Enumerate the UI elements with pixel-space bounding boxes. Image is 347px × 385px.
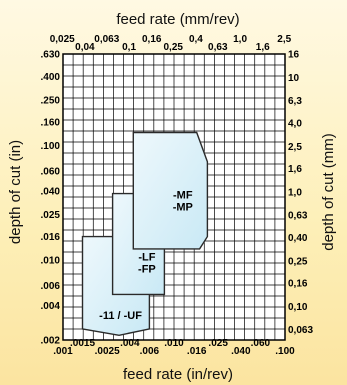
x-bottom-tick-label: .010 — [164, 338, 184, 349]
x-top-tick-label: 0,16 — [142, 34, 162, 45]
x-axis-bottom-title: feed rate (in/rev) — [123, 366, 233, 383]
y-right-tick-label: 1,0 — [288, 187, 302, 198]
x-bottom-tick-label: .060 — [251, 338, 271, 349]
x-bottom-tick-label: .040 — [231, 346, 251, 357]
y-right-tick-label: 2,5 — [288, 142, 302, 153]
y-left-tick-label: .060 — [41, 166, 61, 177]
region-label-1-1: -FP — [138, 264, 156, 276]
y-right-tick-label: 0,25 — [288, 256, 308, 267]
y-left-tick-label: .250 — [41, 95, 61, 106]
y-left-tick-label: .100 — [41, 141, 61, 152]
x-bottom-tick-label: .100 — [275, 346, 295, 357]
y-right-tick-label: 1,6 — [288, 164, 302, 175]
x-top-tick-label: 0,063 — [94, 34, 119, 45]
region-label-0-0: -11 / -UF — [99, 310, 142, 322]
y-left-tick-label: .400 — [41, 72, 61, 83]
y-left-tick-label: .040 — [41, 187, 61, 198]
x-top-tick-label: 2,5 — [277, 34, 291, 45]
y-left-tick-label: .010 — [41, 255, 61, 266]
y-axis-left-title: depth of cut (in) — [7, 140, 24, 244]
y-left-tick-label: .016 — [41, 232, 61, 243]
region-label-2-0: -MF — [173, 190, 193, 202]
region-polygon-2 — [132, 131, 209, 250]
y-right-tick-label: 6,3 — [288, 96, 302, 107]
y-right-tick-label: 0,40 — [288, 233, 308, 244]
y-left-tick-label: .006 — [41, 281, 61, 292]
tick-labels: .001.0015.0025.004.006.010.016.025.040.0… — [41, 34, 314, 357]
y-axis-right-title: depth of cut (mm) — [320, 133, 337, 251]
y-left-tick-label: .002 — [41, 336, 61, 347]
x-top-tick-label: 0,25 — [164, 42, 184, 53]
x-top-tick-label: 0,025 — [50, 34, 75, 45]
plot-frame — [62, 53, 286, 341]
y-left-tick-label: .004 — [41, 301, 61, 312]
x-top-tick-label: 0,63 — [208, 42, 228, 53]
x-top-tick-label: 0,04 — [75, 42, 95, 53]
x-bottom-tick-label: .016 — [187, 346, 207, 357]
x-top-tick-label: 0,1 — [122, 42, 136, 53]
x-bottom-tick-label: .025 — [208, 338, 228, 349]
y-right-tick-label: 0,063 — [288, 325, 313, 336]
x-bottom-tick-label: .006 — [140, 346, 160, 357]
y-right-tick-label: 0,63 — [288, 210, 308, 221]
x-bottom-tick-label: .001 — [53, 346, 73, 357]
x-bottom-tick-label: .0015 — [70, 338, 95, 349]
y-right-tick-label: 16 — [288, 50, 300, 61]
x-bottom-tick-label: .004 — [120, 338, 140, 349]
region-label-1-0: -LF — [138, 252, 155, 264]
y-right-tick-label: 0,10 — [288, 302, 308, 313]
tool-regions: -11 / -UF -LF-FP -MF-MP — [81, 131, 209, 337]
x-bottom-tick-label: .0025 — [95, 346, 120, 357]
x-top-tick-label: 1,6 — [256, 42, 270, 53]
y-left-tick-label: .160 — [41, 118, 61, 129]
y-left-tick-label: .025 — [41, 210, 61, 221]
y-right-tick-label: 0,16 — [288, 278, 308, 289]
y-left-tick-label: .630 — [41, 50, 61, 61]
y-right-tick-label: 10 — [288, 73, 300, 84]
region-label-2-1: -MP — [173, 202, 193, 214]
x-top-tick-label: 1,0 — [233, 34, 247, 45]
x-axis-top-title: feed rate (mm/rev) — [116, 11, 239, 28]
y-right-tick-label: 4,0 — [288, 118, 302, 129]
x-top-tick-label: 0,4 — [189, 34, 203, 45]
